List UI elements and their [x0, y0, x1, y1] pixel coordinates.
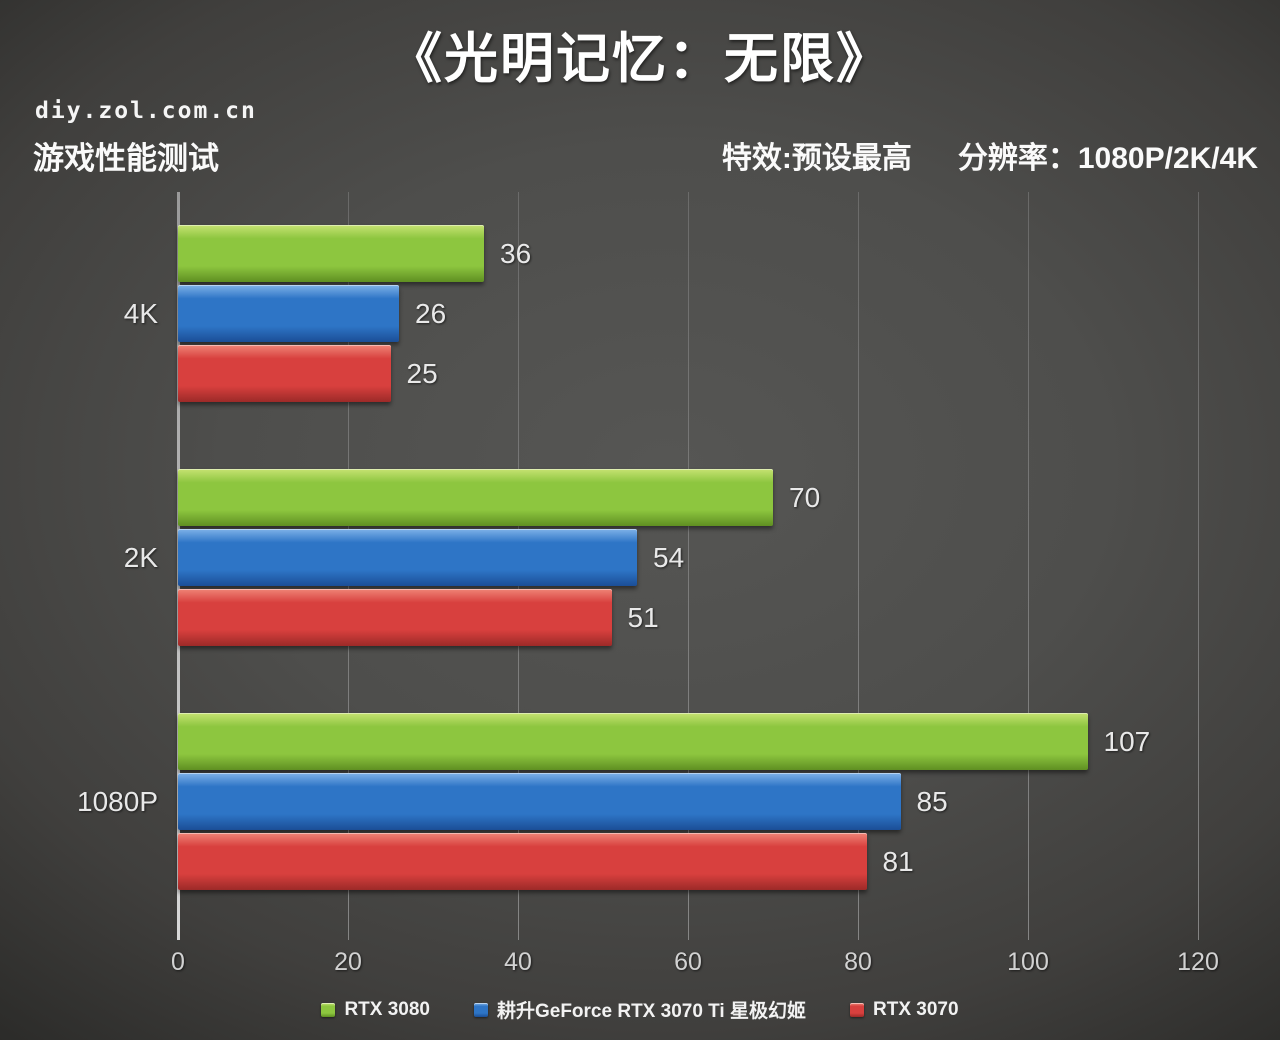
- test-settings: 特效:预设最高 分辨率：1080P/2K/4K: [722, 133, 1258, 177]
- x-tick-label: 100: [1007, 948, 1049, 976]
- bar: [178, 345, 391, 402]
- x-tick-label: 80: [844, 948, 872, 976]
- bar-row: 81: [178, 833, 1280, 890]
- effects-setting-label: 特效:预设最高: [721, 142, 912, 175]
- legend-item: RTX 3080: [321, 999, 430, 1021]
- bar-row: 36: [178, 225, 1280, 282]
- legend-item: 耕升GeForce RTX 3070 Ti 星极幻姬: [473, 996, 806, 1023]
- x-tick-label: 0: [171, 948, 185, 976]
- bar: [178, 225, 484, 282]
- bar-group-2k: 2K 70 54 51: [0, 469, 1280, 646]
- legend-item: RTX 3070: [850, 999, 959, 1021]
- chart-legend: RTX 3080 耕升GeForce RTX 3070 Ti 星极幻姬 RTX 30…: [0, 996, 1280, 1023]
- gridline: [688, 192, 689, 940]
- legend-series-label: 耕升GeForce RTX 3070 Ti 星极幻姬: [496, 1001, 806, 1022]
- legend-color-marker: [850, 1002, 864, 1017]
- bar-value-label: 107: [1103, 725, 1151, 757]
- bar-row: 107: [178, 713, 1280, 770]
- bar-value-label: 81: [882, 845, 914, 877]
- bars-container: 107 85 81: [178, 713, 1280, 890]
- chart-subtitle: 游戏性能测试: [33, 141, 219, 176]
- gridline: [1028, 192, 1029, 940]
- x-axis-ticks: 0 20 40 60 80 100 120: [0, 948, 1280, 982]
- bar-value-label: 70: [789, 481, 821, 513]
- x-tick-label: 120: [1177, 948, 1219, 976]
- bar-row: 26: [178, 285, 1280, 342]
- watermark-url: diy.zol.com.cn: [35, 98, 257, 124]
- bar-value-label: 51: [627, 601, 659, 633]
- bar: [178, 469, 773, 526]
- bar-row: 85: [178, 773, 1280, 830]
- bar: [178, 833, 867, 890]
- bar-row: 54: [178, 529, 1280, 586]
- category-label: 1080P: [77, 785, 158, 817]
- legend-series-label: RTX 3080: [344, 998, 430, 1020]
- bar: [178, 589, 612, 646]
- bar-row: 70: [178, 469, 1280, 526]
- bar-value-label: 25: [406, 357, 438, 389]
- bar-row: 51: [178, 589, 1280, 646]
- bar-value-label: 85: [916, 785, 948, 817]
- legend-color-marker: [321, 1002, 336, 1017]
- x-tick-label: 40: [504, 948, 532, 976]
- legend-series-label: RTX 3070: [873, 998, 959, 1020]
- bar-group-1080p: 1080P 107 85 81: [0, 713, 1280, 890]
- category-label: 2K: [123, 541, 158, 573]
- bar-value-label: 54: [653, 541, 685, 573]
- category-label: 4K: [123, 297, 158, 329]
- bars-container: 36 26 25: [178, 225, 1280, 402]
- bar-groups: 4K 36 26 25 2K 70 54 51 1080P 107 85 81: [0, 192, 1280, 957]
- bar: [178, 773, 901, 830]
- bar-group-4k: 4K 36 26 25: [0, 225, 1280, 402]
- resolution-setting-label: 分辨率：1080P/2K/4K: [957, 142, 1258, 175]
- bar: [178, 529, 637, 586]
- bar-row: 25: [178, 345, 1280, 402]
- x-tick-label: 60: [674, 948, 702, 976]
- x-tick-label: 20: [334, 948, 362, 976]
- page-title: 《光明记忆：无限》: [388, 29, 892, 89]
- gridline: [858, 192, 859, 940]
- bar: [178, 713, 1088, 770]
- legend-color-marker: [473, 1002, 488, 1017]
- bar-value-label: 26: [415, 297, 447, 329]
- bar-value-label: 36: [500, 237, 532, 269]
- bar: [178, 285, 399, 342]
- gridline: [1198, 192, 1199, 940]
- bars-container: 70 54 51: [178, 469, 1280, 646]
